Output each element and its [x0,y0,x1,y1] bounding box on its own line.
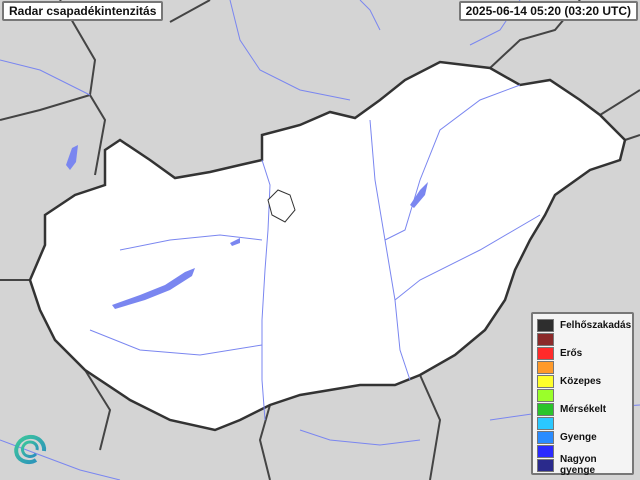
legend-swatch [537,388,554,402]
timestamp-label: 2025-06-14 05:20 (03:20 UTC) [458,1,638,21]
legend-item: Gyenge [537,430,628,444]
legend: Felhőszakadás Erős Közepes Mérsékelt Gye… [531,312,634,476]
legend-item [537,332,628,346]
legend-item: Mérsékelt [537,402,628,416]
legend-item [537,444,628,458]
legend-item: Felhőszakadás [537,318,632,332]
map-title: Radar csapadékintenzitás [2,1,164,21]
legend-item: Erős [537,346,628,360]
lake-velence [230,238,240,246]
spiral-logo-icon [14,434,47,465]
legend-swatch [537,346,554,360]
legend-item [537,416,628,430]
lake-neusiedl [66,145,78,170]
legend-label: Közepes [560,375,602,387]
legend-item: Nagyon gyenge [537,454,628,476]
legend-label: Felhőszakadás [560,319,632,331]
legend-item [537,388,628,402]
legend-swatch [537,318,554,332]
legend-swatch [537,430,554,444]
budapest-outline [267,189,296,223]
legend-swatch [537,402,554,416]
legend-swatch [537,458,554,472]
legend-label: Gyenge [560,431,597,443]
legend-swatch [537,332,554,346]
legend-label: Mérsékelt [560,403,607,415]
legend-item [537,360,628,374]
legend-label: Erős [560,347,583,359]
legend-item: Közepes [537,374,628,388]
legend-swatch [537,374,554,388]
legend-swatch [537,416,554,430]
legend-label: Nagyon gyenge [560,454,597,476]
legend-swatch [537,360,554,374]
lake-tisza [410,182,428,208]
legend-swatch [537,444,554,458]
lake-balaton [112,268,195,309]
rivers-hungary [89,84,541,421]
hungary-outline [28,60,627,432]
